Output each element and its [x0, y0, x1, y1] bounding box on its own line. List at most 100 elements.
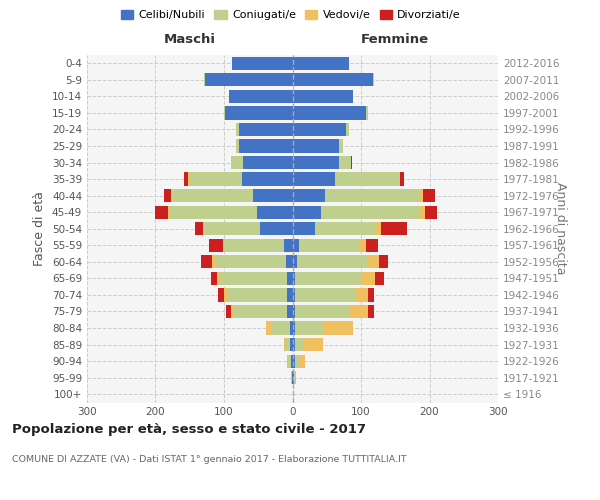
Text: COMUNE DI AZZATE (VA) - Dati ISTAT 1° gennaio 2017 - Elaborazione TUTTITALIA.IT: COMUNE DI AZZATE (VA) - Dati ISTAT 1° ge…	[12, 455, 407, 464]
Bar	[293, 272, 295, 285]
Bar	[292, 371, 293, 384]
Bar	[236, 140, 239, 152]
Bar	[325, 189, 420, 202]
Bar	[293, 288, 295, 302]
Bar	[155, 206, 168, 219]
Bar	[212, 255, 215, 268]
Bar	[295, 305, 349, 318]
Bar	[304, 338, 323, 351]
Bar	[242, 172, 293, 186]
Bar	[284, 238, 293, 252]
Bar	[295, 338, 304, 351]
Bar	[239, 123, 293, 136]
Bar	[295, 354, 299, 368]
Bar	[290, 338, 293, 351]
Bar	[287, 354, 289, 368]
Bar	[220, 272, 287, 285]
Bar	[294, 371, 295, 384]
Bar	[231, 156, 243, 169]
Bar	[226, 106, 293, 120]
Bar	[297, 255, 368, 268]
Bar	[229, 90, 293, 103]
Bar	[224, 238, 284, 252]
Bar	[290, 322, 293, 334]
Bar	[324, 322, 353, 334]
Bar	[373, 73, 374, 86]
Bar	[400, 172, 404, 186]
Bar	[293, 140, 339, 152]
Bar	[287, 305, 293, 318]
Bar	[381, 222, 407, 235]
Bar	[366, 238, 378, 252]
Bar	[295, 371, 296, 384]
Bar	[257, 206, 293, 219]
Y-axis label: Fasce di età: Fasce di età	[34, 192, 46, 266]
Bar	[419, 206, 425, 219]
Bar	[202, 255, 212, 268]
Bar	[295, 272, 362, 285]
Bar	[376, 222, 381, 235]
Text: Maschi: Maschi	[164, 34, 216, 46]
Bar	[346, 123, 349, 136]
Bar	[299, 354, 305, 368]
Bar	[253, 189, 293, 202]
Bar	[289, 354, 291, 368]
Bar	[217, 272, 220, 285]
Bar	[205, 73, 293, 86]
Bar	[287, 272, 293, 285]
Bar	[295, 322, 324, 334]
Bar	[232, 56, 293, 70]
Bar	[335, 172, 398, 186]
Bar	[291, 354, 293, 368]
Bar	[422, 189, 435, 202]
Text: Popolazione per età, sesso e stato civile - 2017: Popolazione per età, sesso e stato civil…	[12, 422, 366, 436]
Bar	[339, 156, 352, 169]
Bar	[299, 238, 359, 252]
Bar	[293, 354, 295, 368]
Bar	[287, 288, 293, 302]
Bar	[204, 73, 205, 86]
Bar	[260, 222, 293, 235]
Bar	[168, 206, 169, 219]
Bar	[362, 272, 375, 285]
Bar	[293, 123, 346, 136]
Bar	[293, 172, 335, 186]
Bar	[367, 106, 368, 120]
Bar	[420, 189, 422, 202]
Bar	[169, 206, 257, 219]
Bar	[286, 255, 293, 268]
Bar	[321, 206, 419, 219]
Bar	[339, 140, 343, 152]
Bar	[293, 189, 325, 202]
Bar	[293, 322, 295, 334]
Bar	[295, 288, 356, 302]
Bar	[293, 238, 299, 252]
Bar	[293, 338, 295, 351]
Bar	[293, 206, 321, 219]
Bar	[164, 189, 170, 202]
Bar	[368, 305, 374, 318]
Bar	[184, 172, 188, 186]
Bar	[293, 371, 294, 384]
Bar	[271, 322, 290, 334]
Bar	[170, 189, 172, 202]
Bar	[194, 222, 203, 235]
Legend: Celibi/Nubili, Coniugati/e, Vedovi/e, Divorziati/e: Celibi/Nubili, Coniugati/e, Vedovi/e, Di…	[116, 6, 466, 25]
Bar	[209, 238, 223, 252]
Bar	[293, 255, 297, 268]
Bar	[224, 106, 226, 120]
Bar	[375, 272, 384, 285]
Bar	[227, 288, 287, 302]
Bar	[188, 172, 189, 186]
Bar	[293, 73, 373, 86]
Bar	[368, 288, 374, 302]
Bar	[218, 288, 224, 302]
Bar	[349, 305, 368, 318]
Bar	[285, 338, 290, 351]
Bar	[356, 288, 368, 302]
Bar	[425, 206, 437, 219]
Bar	[243, 156, 293, 169]
Bar	[293, 222, 315, 235]
Bar	[293, 90, 353, 103]
Bar	[291, 371, 292, 384]
